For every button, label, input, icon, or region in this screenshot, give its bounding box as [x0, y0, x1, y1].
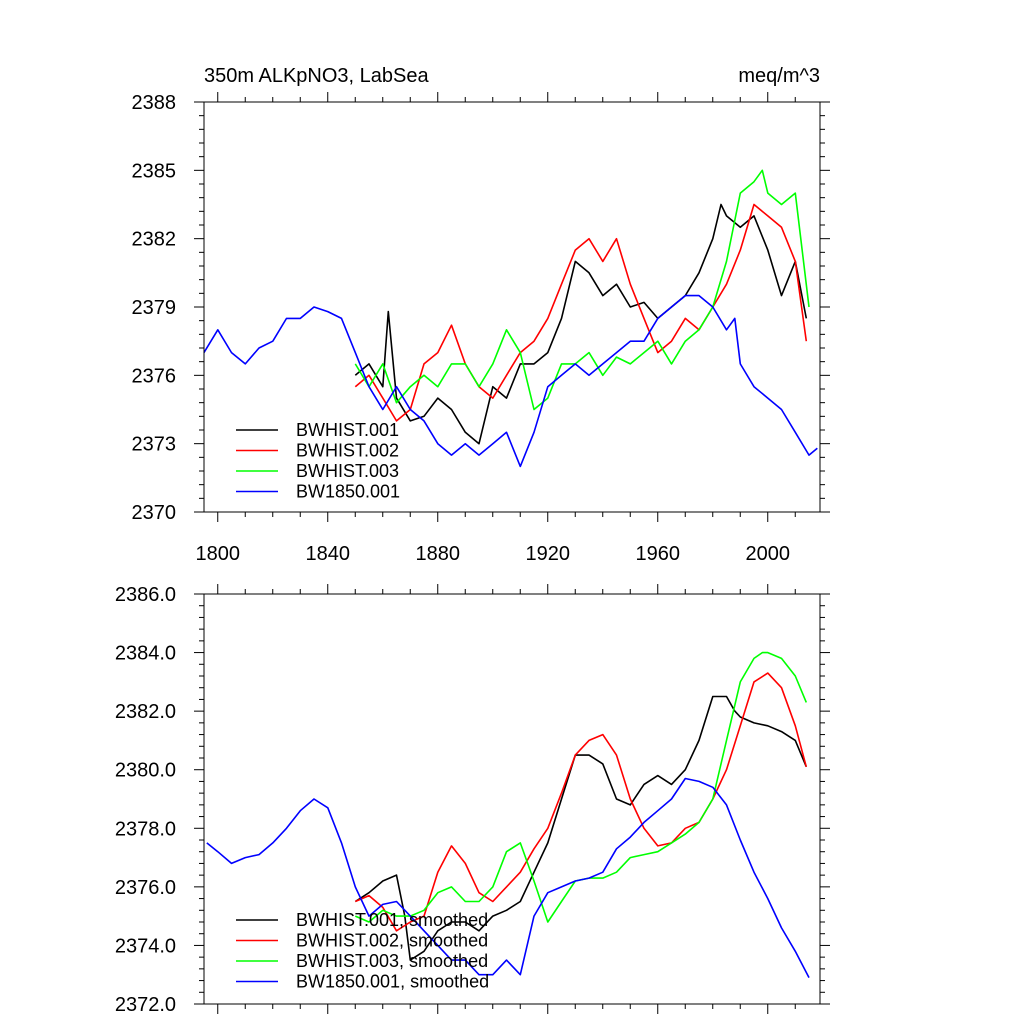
y-tick-label: 2372.0 — [115, 994, 176, 1016]
y-tick-label: 2386.0 — [115, 584, 176, 606]
bottom-plot-frame — [203, 593, 821, 1005]
y-tick-label: 2380.0 — [115, 760, 176, 782]
series-line-bwhist-001 — [354, 203, 808, 445]
series-line-bwhist-001-smoothed — [354, 695, 808, 961]
bottom-series-group — [206, 651, 810, 978]
y-tick-label: 2382 — [132, 229, 177, 251]
x-tick-label: 1960 — [636, 543, 681, 565]
y-tick-label: 2379 — [132, 297, 177, 319]
x-tick-label: 2000 — [746, 543, 791, 565]
series-line-bwhist-002 — [354, 203, 808, 422]
y-tick-label: 2382.0 — [115, 701, 176, 723]
chart-title: 350m ALKpNO3, LabSea — [204, 65, 429, 87]
legend-label: BWHIST.001, smoothed — [296, 910, 488, 930]
y-tick-label: 2376 — [132, 365, 177, 387]
legend-label: BW1850.001 — [296, 482, 400, 502]
legend-label: BWHIST.003, smoothed — [296, 951, 488, 971]
series-line-bw1850-001 — [203, 294, 818, 468]
x-tick-label: 1800 — [196, 543, 241, 565]
bottom-chart-panel: 2372.0 2374.0 2376.0 2378.0 2380.0 2382.0 2384… — [115, 584, 830, 1016]
y-tick-label: 2384.0 — [115, 643, 176, 665]
series-line-bw1850-001-smoothed — [206, 777, 810, 978]
y-tick-label: 2373 — [132, 434, 177, 456]
top-chart-panel: 350m ALKpNO3, LabSea meq/m^3 23702373237… — [132, 65, 830, 565]
chart-units: meq/m^3 — [738, 65, 820, 87]
y-tick-label: 2388 — [132, 92, 177, 114]
legend-label: BWHIST.002, smoothed — [296, 931, 488, 951]
top-series-group — [203, 169, 818, 468]
y-tick-label: 2385 — [132, 160, 177, 182]
series-line-bwhist-002-smoothed — [354, 672, 808, 932]
legend-label: BW1850.001, smoothed — [296, 972, 489, 992]
y-tick-label: 2378.0 — [115, 818, 176, 840]
x-tick-label: 1920 — [526, 543, 571, 565]
x-tick-label: 1840 — [306, 543, 351, 565]
legend-label: BWHIST.003 — [296, 461, 399, 481]
y-tick-label: 2374.0 — [115, 935, 176, 957]
top-axis-ticks: 2370 2373 2376 2379 2382 2385 2388 1800 1840 1880… — [132, 92, 830, 565]
series-line-bwhist-003 — [354, 169, 810, 411]
y-tick-label: 2370 — [132, 502, 177, 524]
y-tick-label: 2376.0 — [115, 877, 176, 899]
x-tick-label: 1880 — [416, 543, 461, 565]
series-line-bwhist-003-smoothed — [354, 651, 808, 923]
bottom-axis-ticks: 2372.0 2374.0 2376.0 2378.0 2380.0 2382.0 2384… — [115, 584, 830, 1016]
legend-label: BWHIST.001 — [296, 420, 399, 440]
legend-label: BWHIST.002 — [296, 441, 399, 461]
